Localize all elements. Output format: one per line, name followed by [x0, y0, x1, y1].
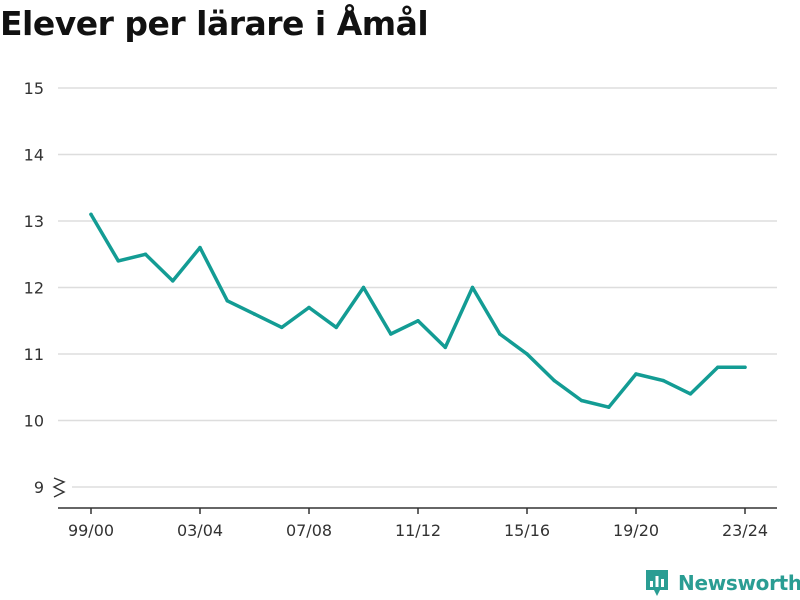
data-point	[89, 212, 93, 217]
axis-break-icon	[52, 477, 66, 498]
x-tick-label: 03/04	[177, 521, 223, 540]
y-tick-label: 13	[24, 212, 44, 231]
data-point	[198, 245, 202, 250]
x-tick-label: 23/24	[722, 521, 768, 540]
y-tick-label: 14	[24, 146, 44, 165]
data-point	[252, 312, 257, 316]
x-tick-label: 07/08	[286, 521, 332, 540]
data-point	[743, 365, 747, 369]
data-point	[552, 378, 556, 383]
data-point	[416, 319, 420, 323]
bar-chart-icon	[646, 570, 668, 596]
data-point	[607, 405, 611, 409]
data-point	[225, 299, 229, 303]
y-tick-label: 9	[34, 478, 44, 497]
y-tick-label: 15	[24, 79, 44, 98]
x-tick-label: 19/20	[613, 521, 659, 540]
data-point	[634, 372, 638, 376]
data-point	[579, 398, 584, 403]
data-point	[525, 352, 529, 356]
data-point	[688, 392, 693, 396]
x-tick-label: 15/16	[504, 521, 550, 540]
chart-title: Elever per lärare i Åmål	[0, 4, 429, 43]
data-point	[307, 305, 311, 310]
data-point	[116, 259, 120, 263]
data-point	[443, 345, 447, 350]
data-point	[470, 285, 475, 290]
series-line	[89, 212, 747, 409]
y-tick-label: 12	[24, 279, 44, 298]
data-point	[389, 332, 393, 336]
data-point	[143, 252, 148, 256]
y-axis: 9 10 11 12 13 14 15	[24, 79, 66, 498]
x-tick-label: 99/00	[68, 521, 114, 540]
gridlines	[58, 87, 777, 488]
series-layer	[89, 212, 747, 409]
data-point	[498, 332, 502, 336]
data-point	[334, 325, 338, 330]
data-point	[361, 285, 366, 290]
brand-name: Newsworthy	[678, 571, 800, 595]
x-axis: 99/00 03/04 07/08 11/12 15/16 19/20 23/24	[58, 507, 777, 540]
x-tick-label: 11/12	[395, 521, 441, 540]
data-point	[661, 378, 665, 383]
y-tick-label: 10	[24, 412, 44, 431]
newsworthy-logo: Newsworthy	[644, 568, 800, 598]
y-tick-label: 11	[24, 345, 44, 364]
data-point	[716, 365, 720, 369]
data-point	[171, 279, 175, 283]
data-point	[280, 325, 284, 330]
